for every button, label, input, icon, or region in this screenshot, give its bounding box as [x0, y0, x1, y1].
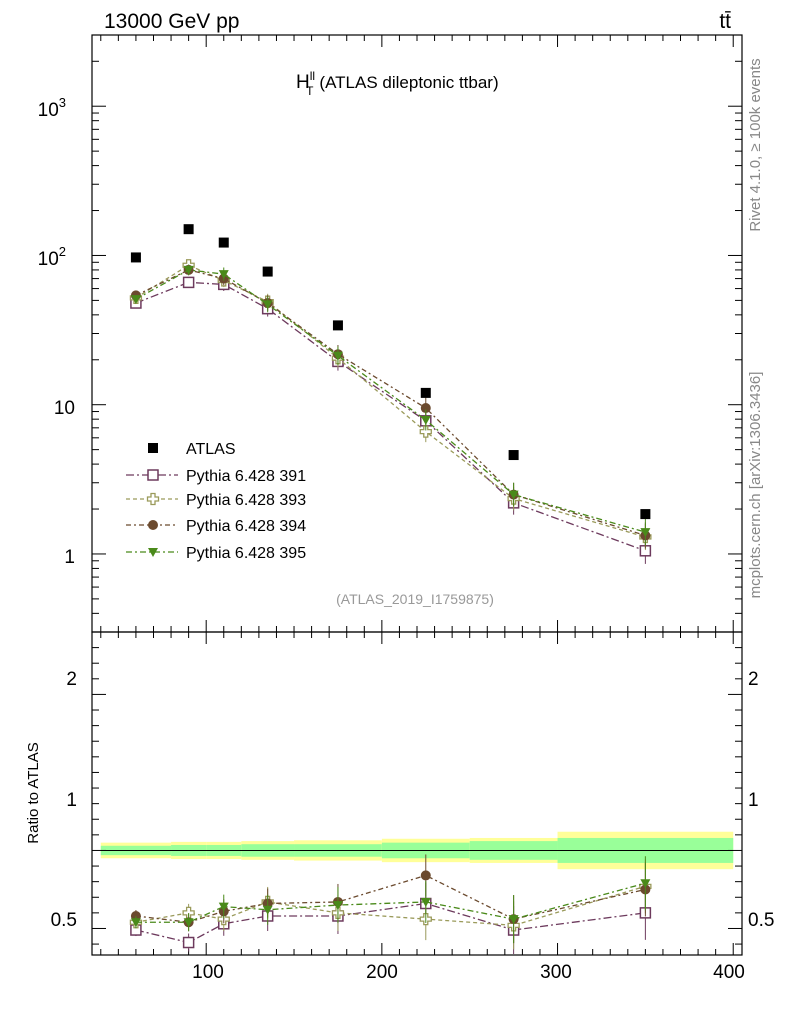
y-tick-label-main-3-exp: 3 [59, 95, 66, 110]
series-3-point-ratio-7 [640, 879, 651, 889]
legend-marker-series-3 [148, 548, 158, 557]
legend-label-atlas: ATLAS [186, 441, 236, 458]
mc-series-layer [129, 259, 652, 955]
series-2-point-main-5 [420, 403, 431, 414]
series-1-point-main-5 [419, 425, 432, 438]
atlas-point-6 [508, 450, 519, 461]
x-tick-label-400: 400 [713, 962, 745, 983]
atlas-point-0 [130, 252, 141, 263]
legend-marker-series-1 [146, 492, 160, 506]
series-line-main-0 [135, 281, 646, 552]
header-right: tt̄ [719, 10, 731, 33]
y-tick-label-main-2: 102 [38, 244, 66, 270]
y-tick-label-main-1: 10 [54, 398, 75, 419]
series-3-point-main-3 [262, 300, 273, 310]
series-line-main-2 [135, 269, 646, 537]
series-3-point-main-4 [332, 351, 343, 361]
series-group-3 [130, 264, 651, 944]
series-line-ratio-3 [135, 882, 646, 923]
side-label-rivet: Rivet 4.1.0, ≥ 100k events [747, 58, 764, 231]
ratio-tick-label-0-left: 0.5 [51, 910, 77, 931]
y-tick-label-main-0: 1 [64, 547, 75, 568]
plot-title: Hll T (ATLAS dileptonic ttbar) [296, 69, 499, 98]
x-tick-label-200: 200 [366, 962, 398, 983]
title-sub: T [306, 84, 314, 98]
y-tick-label-main-3-base: 10 [38, 100, 59, 121]
series-3-point-main-7 [640, 528, 651, 538]
series-3-point-main-6 [508, 490, 519, 500]
ratio-tick-label-1-left: 1 [66, 790, 77, 811]
atlas-point-5 [420, 387, 431, 398]
series-0-point-main-1 [182, 276, 195, 289]
series-3-point-ratio-4 [332, 901, 343, 911]
series-3-point-ratio-6 [508, 915, 519, 925]
ratio-tick-label-0-right: 0.5 [748, 910, 774, 931]
legend-label-series-2: Pythia 6.428 394 [186, 518, 306, 535]
x-tick-label-300: 300 [540, 962, 572, 983]
series-3-point-ratio-5 [420, 897, 431, 907]
series-3-point-main-0 [130, 295, 141, 305]
series-0-point-ratio-1 [182, 936, 195, 949]
legend-marker-atlas [148, 443, 158, 453]
side-label-mcplots: mcplots.cern.ch [arXiv:1306.3436] [747, 372, 764, 599]
series-3-point-ratio-0 [130, 918, 141, 928]
series-line-ratio-0 [135, 902, 646, 944]
series-line-ratio-1 [135, 885, 646, 927]
series-3-point-ratio-3 [262, 905, 273, 915]
ratio-tick-label-2-right: 2 [748, 669, 759, 690]
legend-label-series-0: Pythia 6.428 391 [186, 468, 306, 485]
atlas-data-layer [130, 224, 651, 520]
series-line-ratio-2 [135, 874, 646, 923]
axis-ticks [92, 34, 742, 955]
legend-marker-series-0 [147, 469, 159, 481]
ratio-plot-frame [91, 631, 743, 956]
legend-marker-series-2 [148, 520, 158, 530]
legend-label-series-1: Pythia 6.428 393 [186, 492, 306, 509]
atlas-point-1 [183, 224, 194, 235]
title-main: H [296, 72, 310, 93]
legend-label-series-3: Pythia 6.428 395 [186, 545, 306, 562]
series-3-point-main-5 [420, 415, 431, 425]
y-tick-label-main-2-exp: 2 [59, 244, 66, 259]
ratio-tick-label-2-left: 2 [66, 669, 77, 690]
y-tick-label-main-2-base: 10 [38, 249, 59, 270]
ratio-tick-label-1-right: 1 [748, 790, 759, 811]
y-tick-label-main-3: 103 [38, 95, 66, 121]
atlas-point-7 [640, 509, 651, 520]
series-3-point-ratio-2 [218, 902, 229, 912]
x-tick-label-100: 100 [192, 962, 224, 983]
atlas-point-4 [332, 320, 343, 331]
series-line-main-3 [135, 269, 646, 533]
title-sup: ll [310, 69, 315, 83]
series-3-point-main-1 [183, 265, 194, 275]
legend: ATLAS Pythia 6.428 391 Pythia 6.428 393 … [126, 441, 306, 562]
header-left: 13000 GeV pp [104, 10, 239, 33]
title-rest: (ATLAS dileptonic ttbar) [319, 73, 498, 92]
series-3-point-main-2 [218, 270, 229, 280]
atlas-point-3 [262, 266, 273, 277]
ratio-y-axis-label: Ratio to ATLAS [25, 742, 42, 843]
atlas-point-2 [218, 237, 229, 248]
analysis-watermark: (ATLAS_2019_I1759875) [336, 591, 494, 607]
series-3-point-ratio-1 [183, 918, 194, 928]
series-2-point-ratio-5 [420, 870, 431, 881]
